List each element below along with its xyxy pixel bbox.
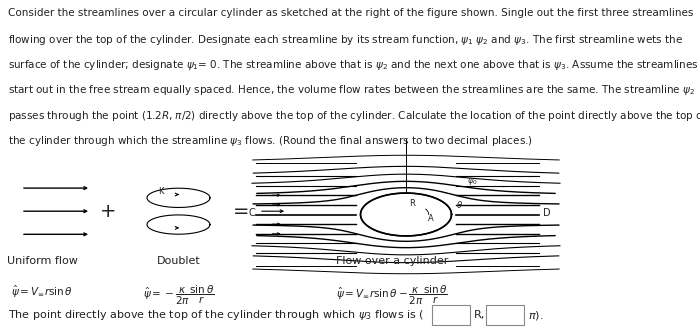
Text: Doublet: Doublet — [157, 256, 200, 266]
FancyBboxPatch shape — [432, 305, 470, 325]
Text: Flow over a cylinder: Flow over a cylinder — [336, 256, 448, 266]
Text: $\hat{\psi} = V_{\infty}r\sin\theta$: $\hat{\psi} = V_{\infty}r\sin\theta$ — [11, 284, 73, 300]
Text: $\hat{\psi} = V_{\infty}r\sin\theta - \dfrac{\kappa}{2\pi}\dfrac{\sin\theta}{r}$: $\hat{\psi} = V_{\infty}r\sin\theta - \d… — [336, 284, 448, 307]
Text: $\hat{\psi} = -\dfrac{\kappa}{2\pi}\dfrac{\sin\theta}{r}$: $\hat{\psi} = -\dfrac{\kappa}{2\pi}\dfra… — [143, 284, 214, 307]
Text: +: + — [100, 202, 117, 221]
FancyBboxPatch shape — [486, 305, 524, 325]
Text: $\pi$).: $\pi$). — [528, 309, 543, 322]
Text: =: = — [233, 202, 250, 221]
Text: C: C — [248, 208, 256, 218]
Text: Consider the streamlines over a circular cylinder as sketched at the right of th: Consider the streamlines over a circular… — [8, 8, 694, 18]
Text: K: K — [158, 187, 164, 196]
Text: The point directly above the top of the cylinder through which $\psi_3$ flows is: The point directly above the top of the … — [8, 308, 425, 322]
Text: $\psi_0$: $\psi_0$ — [468, 176, 478, 187]
Text: $\theta$: $\theta$ — [456, 199, 463, 210]
Text: R: R — [410, 199, 415, 208]
Text: D: D — [542, 208, 550, 218]
Text: R,: R, — [474, 310, 485, 320]
Text: the cylinder through which the streamline $\psi_3$ flows. (Round the final answe: the cylinder through which the streamlin… — [8, 134, 533, 148]
Text: passes through the point (1.2$R$, $\pi$/2) directly above the top of the cylinde: passes through the point (1.2$R$, $\pi$/… — [8, 109, 700, 122]
Text: Uniform flow: Uniform flow — [6, 256, 78, 266]
Text: surface of the cylinder; designate $\psi_1$= 0. The streamline above that is $\p: surface of the cylinder; designate $\psi… — [8, 58, 699, 72]
Text: A: A — [428, 214, 434, 223]
Text: start out in the free stream equally spaced. Hence, the volume flow rates betwee: start out in the free stream equally spa… — [8, 83, 696, 97]
Text: flowing over the top of the cylinder. Designate each streamline by its stream fu: flowing over the top of the cylinder. De… — [8, 33, 683, 47]
